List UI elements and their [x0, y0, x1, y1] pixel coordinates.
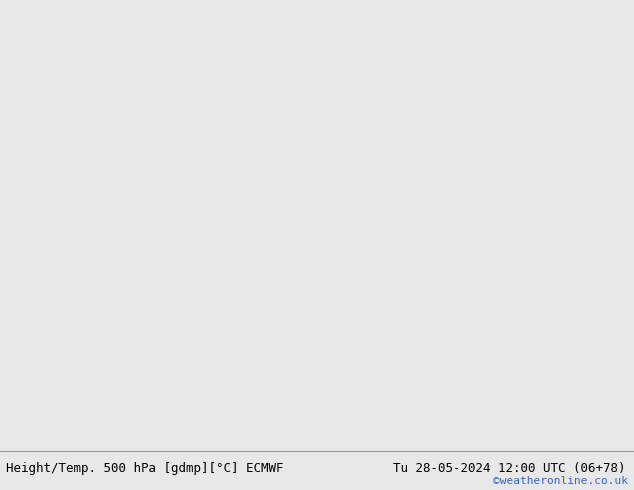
Text: Height/Temp. 500 hPa [gdmp][°C] ECMWF: Height/Temp. 500 hPa [gdmp][°C] ECMWF [6, 462, 284, 475]
Text: ©weatheronline.co.uk: ©weatheronline.co.uk [493, 476, 628, 486]
Text: Tu 28-05-2024 12:00 UTC (06+78): Tu 28-05-2024 12:00 UTC (06+78) [393, 462, 626, 475]
